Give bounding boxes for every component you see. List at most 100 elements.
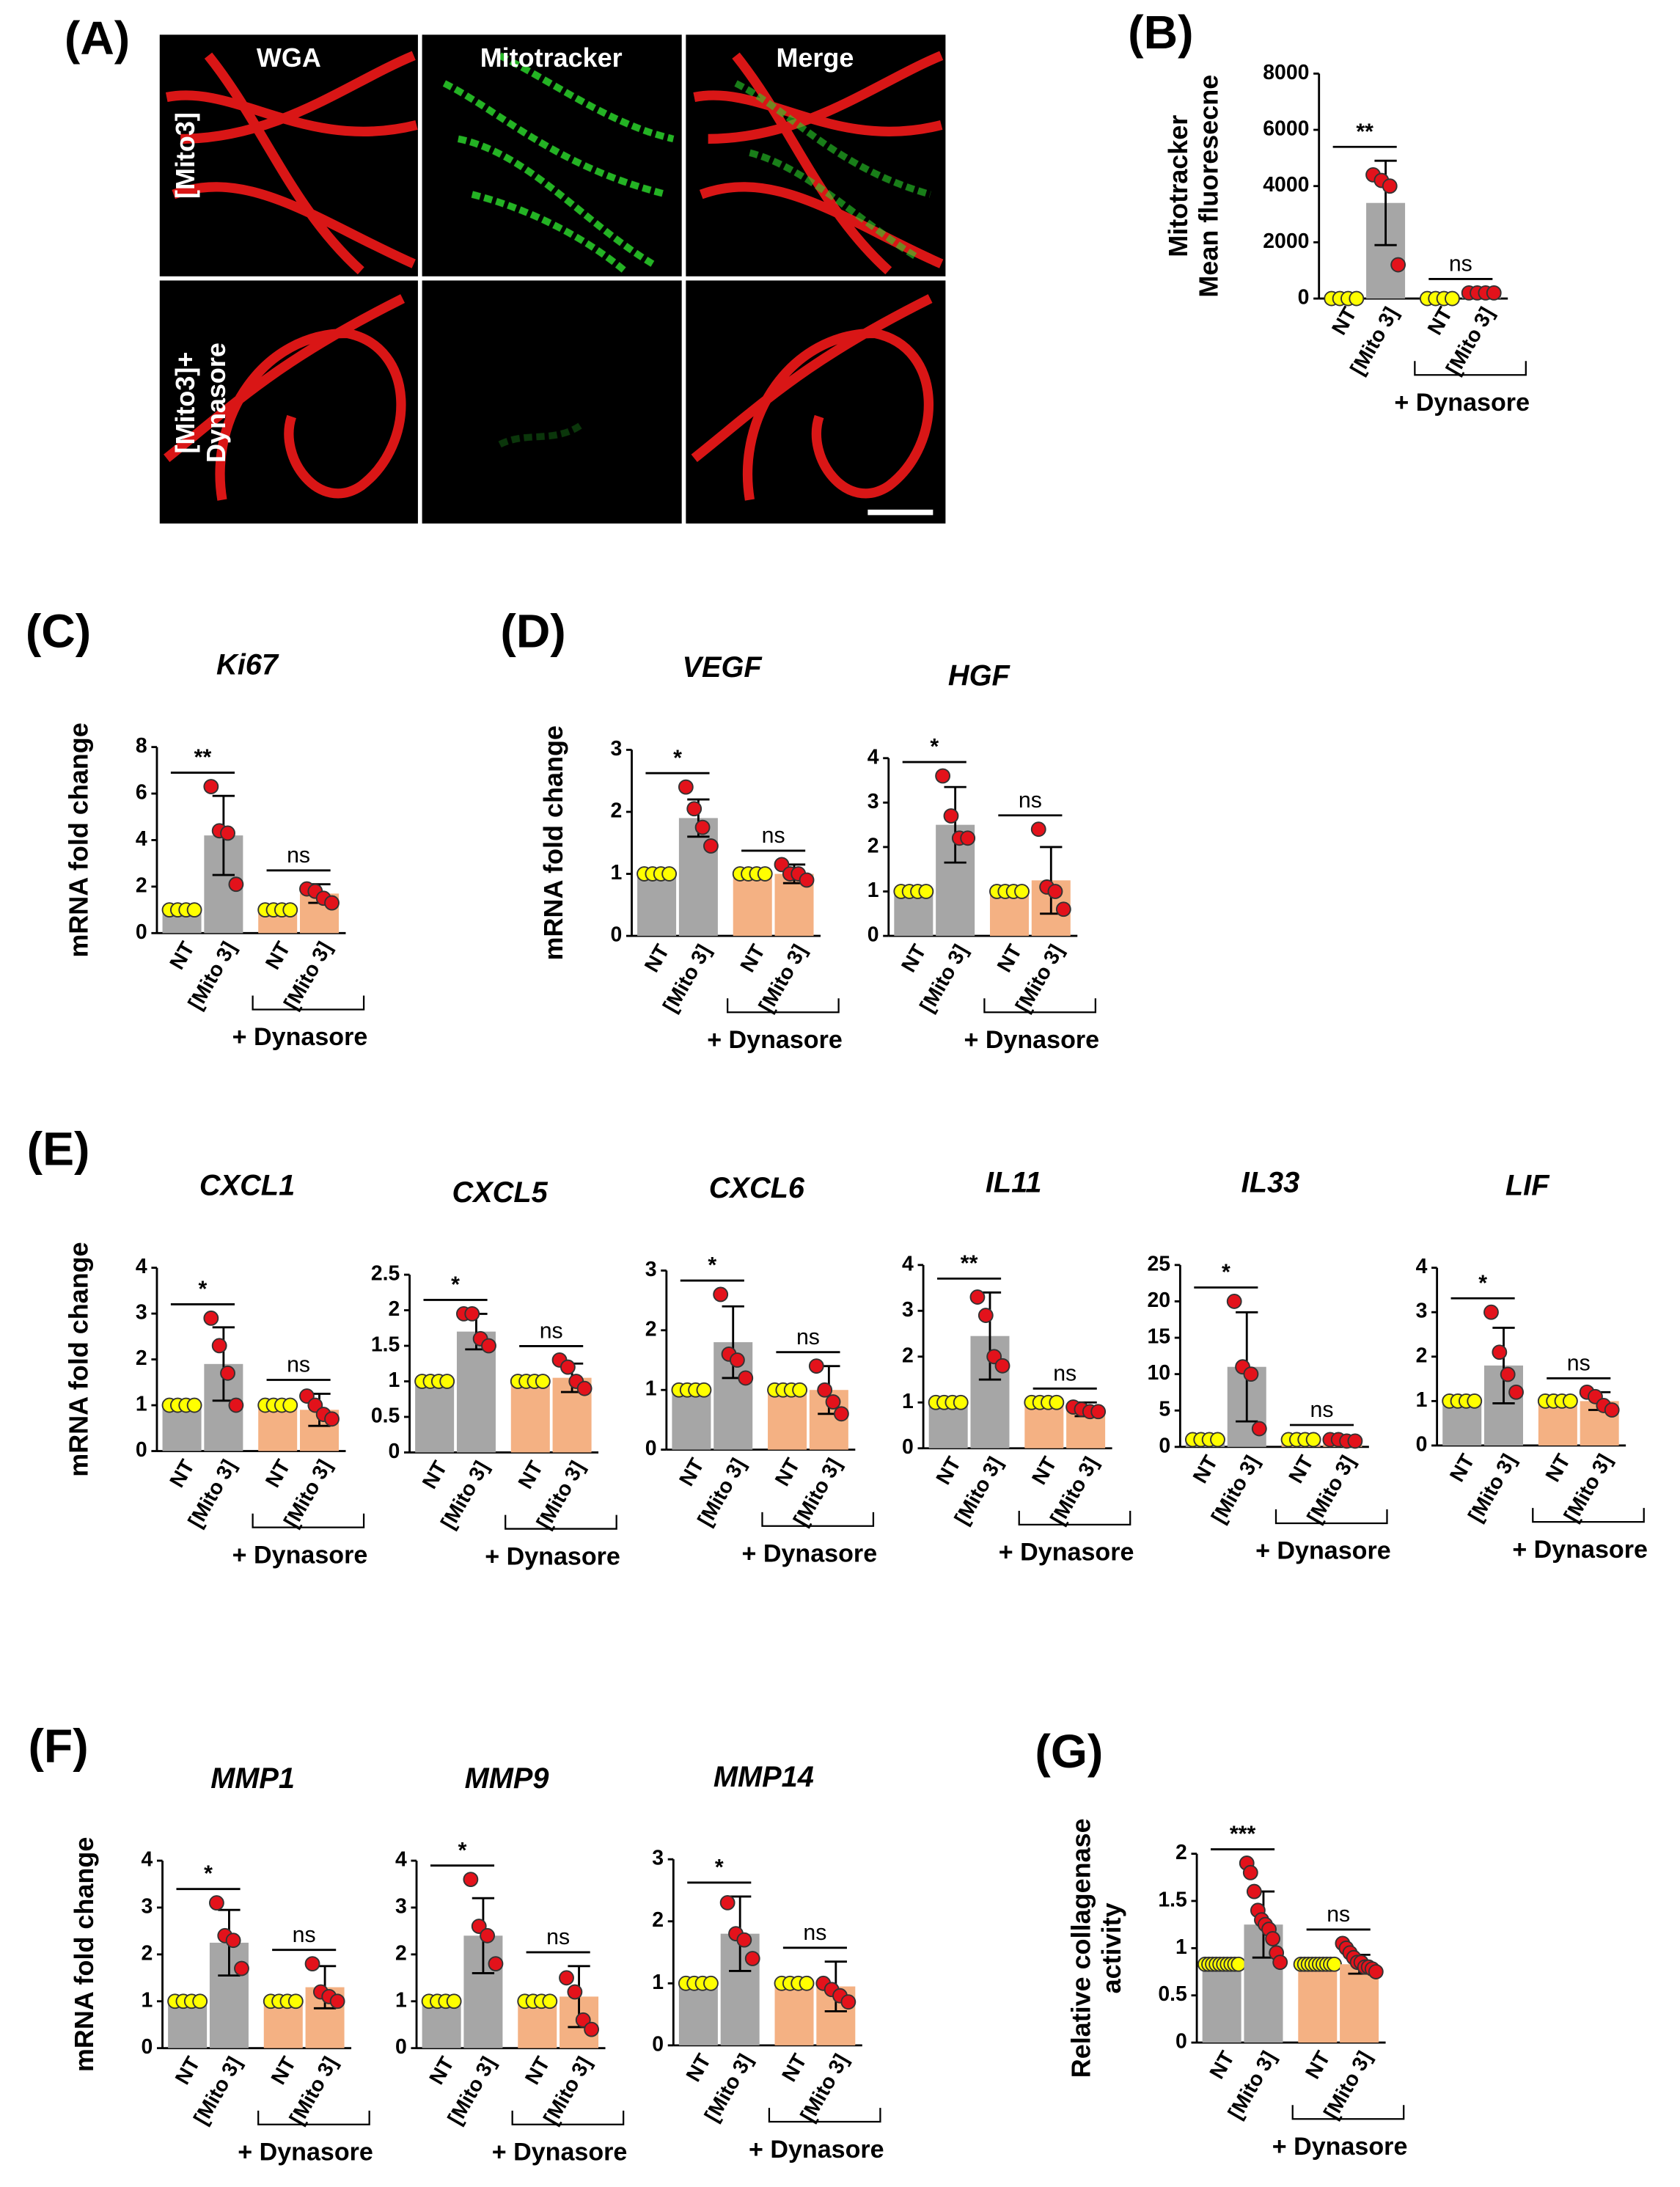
group-label: + Dynasore: [232, 1541, 368, 1569]
bar: [518, 2001, 557, 2048]
y-tick-label: 3: [142, 1894, 153, 1918]
y-tick-label: 0: [902, 1435, 914, 1459]
data-point: [1486, 285, 1502, 301]
data-point: [840, 1994, 856, 2010]
data-point: [694, 819, 711, 835]
group-bracket: [1532, 1508, 1645, 1523]
y-axis-label: Relative collagenase: [1065, 1818, 1096, 2078]
data-point: [304, 1956, 320, 1972]
data-point: [1445, 290, 1460, 307]
data-point: [1230, 1956, 1247, 1972]
data-point: [960, 830, 976, 846]
chart-title: CXCL5: [452, 1176, 548, 1209]
data-point: [329, 1993, 345, 2010]
y-tick-label: 0.5: [371, 1404, 400, 1427]
y-axis-label: activity: [1096, 1902, 1126, 1993]
y-tick-label: 6000: [1263, 117, 1309, 141]
group-label: + Dynasore: [238, 2139, 373, 2166]
panel-label: (F): [28, 1720, 88, 1773]
x-tick-label: NT: [931, 1453, 966, 1489]
bar: [678, 1983, 718, 2045]
x-tick-label: NT: [1284, 1451, 1318, 1487]
bar: [162, 1405, 202, 1451]
y-tick-label: 0: [1175, 2030, 1187, 2054]
group-bracket: [768, 2108, 881, 2123]
data-point: [1483, 1304, 1499, 1320]
data-point: [1246, 1883, 1262, 1900]
x-tick-label: NT: [1445, 1450, 1480, 1486]
y-tick-label: 0: [610, 923, 622, 947]
x-tick-label: NT: [425, 2053, 459, 2089]
data-point: [228, 876, 244, 893]
group-label: + Dynasore: [232, 1023, 368, 1051]
significance-label: *: [451, 1273, 460, 1297]
y-tick-label: 2.5: [371, 1262, 400, 1286]
data-point: [1305, 1432, 1321, 1448]
y-tick-label: 2000: [1263, 230, 1309, 253]
data-point: [1368, 1964, 1384, 1979]
significance-label: ns: [803, 1921, 826, 1945]
y-tick-label: 2: [395, 1941, 407, 1965]
x-tick-label: NT: [1541, 1450, 1576, 1486]
x-tick-label: NT: [261, 1455, 296, 1491]
image-row-label: [Mito3]: [170, 112, 200, 199]
data-point: [192, 1993, 208, 2010]
x-tick-label: NT: [777, 2050, 812, 2086]
data-point: [186, 1397, 202, 1413]
data-point: [918, 884, 934, 899]
bar: [768, 1390, 807, 1450]
x-tick-label: NT: [1301, 2047, 1335, 2083]
group-label: + Dynasore: [1512, 1536, 1648, 1564]
y-tick-label: 1: [142, 1988, 153, 2012]
y-tick-label: 1.5: [1158, 1888, 1186, 1911]
y-tick-label: 3: [652, 1847, 664, 1870]
y-tick-label: 4: [142, 1848, 153, 1872]
significance-label: **: [961, 1251, 978, 1275]
data-point: [567, 1984, 583, 2000]
y-axis-label: mRNA fold change: [538, 725, 568, 960]
significance-label: *: [673, 746, 682, 770]
image-row-label: [Mito3]+: [170, 352, 200, 454]
data-point: [686, 801, 703, 817]
y-tick-label: 2: [610, 799, 622, 822]
data-point: [1049, 1394, 1065, 1410]
y-tick-label: 0: [389, 1440, 400, 1463]
data-point: [1210, 1432, 1225, 1448]
bar: [928, 1402, 968, 1448]
y-tick-label: 2: [902, 1344, 914, 1367]
data-point: [1055, 901, 1071, 917]
data-point: [211, 1338, 227, 1354]
panel-label: (B): [1128, 6, 1193, 59]
y-tick-label: 2: [136, 873, 147, 897]
group-bracket: [1018, 1510, 1131, 1526]
image-row-label: Dynasore: [201, 342, 231, 463]
y-tick-label: 1: [867, 879, 879, 902]
y-tick-label: 5: [1159, 1398, 1170, 1421]
y-tick-label: 0: [136, 920, 147, 944]
y-tick-label: 6: [136, 781, 147, 805]
y-axis-label: mRNA fold change: [63, 1242, 93, 1476]
y-tick-label: 1: [136, 1393, 147, 1416]
data-point: [1327, 1956, 1342, 1972]
image-mitotracker: [422, 34, 682, 276]
y-tick-label: 2: [652, 1908, 664, 1932]
significance-label: ns: [1567, 1351, 1591, 1375]
y-tick-label: 1: [645, 1377, 657, 1401]
data-point: [535, 1374, 551, 1389]
data-point: [1272, 1955, 1288, 1971]
y-axis-label: mRNA fold change: [69, 1837, 99, 2072]
significance-label: ns: [287, 1353, 310, 1377]
data-point: [225, 1933, 241, 1949]
bar: [1202, 1964, 1241, 2043]
y-tick-label: 8: [136, 734, 147, 758]
data-point: [1467, 1393, 1483, 1409]
x-tick-label: NT: [165, 1455, 199, 1491]
x-tick-label: NT: [675, 1454, 709, 1490]
panel-a-images: [159, 34, 946, 524]
data-point: [799, 872, 815, 888]
data-point: [559, 1970, 574, 1986]
data-point: [1242, 1864, 1258, 1880]
image-merge-dyn: [686, 280, 946, 524]
significance-label: ns: [293, 1923, 316, 1947]
significance-label: ns: [1327, 1902, 1350, 1927]
